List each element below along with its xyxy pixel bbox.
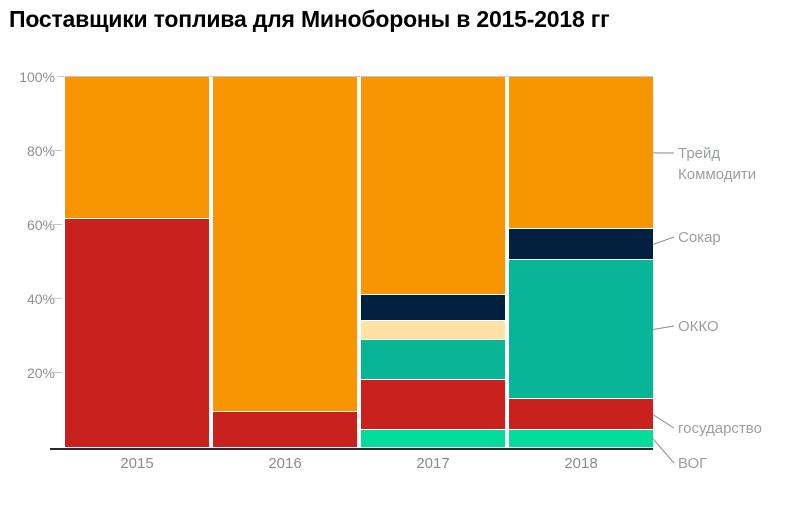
x-axis-line — [50, 448, 653, 450]
y-tick — [50, 224, 62, 225]
x-axis-label: 2018 — [564, 455, 598, 472]
bar-segment-2015-государство[interactable] — [65, 219, 209, 447]
y-axis-label: 60% — [26, 217, 55, 233]
legend-label-Сокар: Сокар — [678, 229, 721, 246]
legend-label-ОККО: ОККО — [678, 318, 719, 335]
y-tick — [50, 150, 62, 151]
bar-2017 — [361, 77, 505, 447]
legend-label-государство: государство — [678, 420, 762, 437]
bar-segment-2018-Сокар[interactable] — [509, 228, 653, 261]
y-tick — [50, 372, 62, 373]
legend-label-Трейд Коммодити: Трейд Коммодити — [678, 145, 757, 183]
bar-segment-2018-государство[interactable] — [509, 398, 653, 431]
y-axis-label: 80% — [26, 143, 55, 159]
y-axis-label: 20% — [26, 365, 55, 381]
bar-segment-2017-государство[interactable] — [361, 380, 505, 431]
x-axis-label: 2017 — [416, 455, 450, 472]
y-axis-label: 100% — [19, 69, 55, 85]
bar-segment-2017-Трейд Коммодити[interactable] — [361, 77, 505, 296]
bar-segment-2016-Трейд Коммодити[interactable] — [213, 77, 357, 412]
bar-segment-2017-ВОГ[interactable] — [361, 430, 505, 447]
x-axis-label: 2016 — [268, 455, 302, 472]
bar-segment-2017-ОККО[interactable] — [361, 339, 505, 381]
y-tick — [50, 298, 62, 299]
bar-segment-2017-Сокар[interactable] — [361, 295, 505, 322]
bar-segment-2016-государство[interactable] — [213, 411, 357, 447]
bar-segment-2018-ВОГ[interactable] — [509, 430, 653, 447]
legend-label-ВОГ: ВОГ — [678, 455, 708, 472]
bar-2016 — [213, 77, 357, 447]
x-axis-label: 2015 — [120, 455, 154, 472]
bar-segment-2017-unlabeled[interactable] — [361, 321, 505, 340]
gridline-100 — [57, 76, 653, 77]
bar-segment-2018-ОККО[interactable] — [509, 260, 653, 399]
bar-segment-2015-Трейд Коммодити[interactable] — [65, 77, 209, 220]
y-axis-label: 40% — [26, 291, 55, 307]
chart-title: Поставщики топлива для Минобороны в 2015… — [9, 6, 610, 32]
bar-segment-2018-Трейд Коммодити[interactable] — [509, 77, 653, 229]
bar-2015 — [65, 77, 209, 447]
bar-2018 — [509, 77, 653, 447]
